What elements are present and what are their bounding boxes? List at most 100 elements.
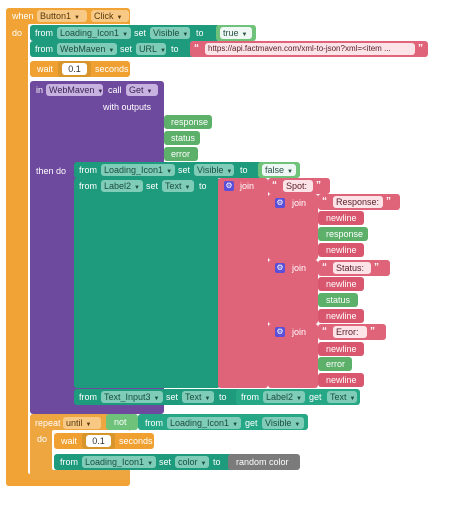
- component-dropdown[interactable]: Loading_Icon1 ▼: [167, 417, 241, 429]
- quote-open-icon: “: [322, 262, 327, 273]
- text-value: Spot:: [286, 181, 308, 191]
- text-value: Error:: [336, 327, 359, 337]
- seconds-label: seconds: [119, 436, 153, 446]
- from-label: from: [35, 28, 53, 38]
- text-field[interactable]: Status:: [333, 262, 371, 274]
- component-name: Text_Input3: [104, 392, 151, 402]
- output-status[interactable]: status: [164, 131, 200, 145]
- boolean-dropdown[interactable]: true ▼: [220, 27, 252, 39]
- url-value: https://api.factmaven.com/xml-to-json?xm…: [208, 44, 391, 53]
- get-response-block[interactable]: response: [318, 227, 368, 241]
- component-dropdown[interactable]: WebMaven ▼: [57, 43, 117, 55]
- url-text-field[interactable]: https://api.factmaven.com/xml-to-json?xm…: [205, 43, 415, 55]
- property-dropdown[interactable]: Visible ▼: [262, 417, 304, 429]
- event-name: Click: [94, 11, 114, 21]
- event-dropdown-click[interactable]: Click ▼: [91, 10, 129, 22]
- quote-open-icon: “: [322, 196, 327, 207]
- join-block-outer[interactable]: [218, 178, 268, 388]
- set-label: set: [166, 392, 179, 402]
- component-dropdown[interactable]: Label2 ▼: [263, 391, 305, 403]
- text-field[interactable]: Spot:: [283, 180, 313, 192]
- property-dropdown[interactable]: Visible ▼: [194, 164, 234, 176]
- component-dropdown[interactable]: Loading_Icon1 ▼: [101, 164, 175, 176]
- newline-block[interactable]: newline: [318, 211, 364, 225]
- component-dropdown-button1[interactable]: Button1 ▼: [37, 10, 87, 22]
- newline-label: newline: [326, 375, 357, 385]
- to-label: to: [196, 28, 204, 38]
- number-field[interactable]: 0.1: [86, 435, 111, 447]
- property-dropdown[interactable]: Text ▼: [327, 391, 357, 403]
- chevron-down-icon: ▼: [166, 169, 173, 175]
- quote-close-icon: ”: [374, 262, 379, 273]
- gear-icon[interactable]: ⚙: [275, 327, 285, 337]
- component-dropdown[interactable]: Text_Input3 ▼: [101, 391, 163, 403]
- property-dropdown[interactable]: Visible ▼: [150, 27, 190, 39]
- number-field[interactable]: 0.1: [62, 63, 87, 75]
- not-block[interactable]: not: [106, 414, 138, 430]
- chevron-down-icon: ▼: [146, 89, 153, 95]
- set-label: set: [178, 165, 191, 175]
- chevron-down-icon: ▼: [204, 396, 211, 402]
- newline-label: newline: [326, 245, 357, 255]
- boolean-value: false: [265, 165, 285, 175]
- boolean-dropdown[interactable]: false ▼: [262, 164, 296, 176]
- gear-icon[interactable]: ⚙: [224, 181, 234, 191]
- get-label: get: [309, 392, 322, 402]
- newline-label: newline: [326, 213, 357, 223]
- property-name: Visible: [197, 165, 224, 175]
- join-label: join: [292, 263, 307, 273]
- chevron-down-icon: ▼: [184, 185, 191, 191]
- from-label: from: [79, 392, 97, 402]
- from-label: from: [241, 392, 259, 402]
- newline-label: newline: [326, 344, 357, 354]
- do-label: do: [37, 434, 48, 444]
- text-field[interactable]: Error:: [333, 326, 367, 338]
- text-field[interactable]: Response:: [333, 196, 383, 208]
- repeat-mode-dropdown[interactable]: until ▼: [63, 417, 101, 429]
- property-dropdown[interactable]: URL ▼: [136, 43, 166, 55]
- output-error[interactable]: error: [164, 147, 198, 161]
- set-label2-text-block[interactable]: [74, 178, 220, 388]
- chevron-down-icon: ▼: [160, 48, 166, 54]
- property-name: Text: [165, 181, 182, 191]
- property-name: Visible: [153, 28, 180, 38]
- get-status-block[interactable]: status: [318, 293, 358, 307]
- newline-label: newline: [326, 311, 357, 321]
- set-label: set: [134, 28, 147, 38]
- repeat-label: repeat: [35, 418, 61, 428]
- chevron-down-icon: ▼: [108, 48, 115, 54]
- newline-block[interactable]: newline: [318, 277, 364, 291]
- property-name: Text: [185, 392, 202, 402]
- chevron-down-icon: ▼: [241, 32, 248, 38]
- newline-block[interactable]: newline: [318, 243, 364, 257]
- from-label: from: [60, 457, 78, 467]
- chevron-down-icon: ▼: [85, 422, 92, 428]
- gear-icon[interactable]: ⚙: [275, 198, 285, 208]
- method-dropdown[interactable]: Get ▼: [126, 84, 158, 96]
- to-label: to: [199, 181, 207, 191]
- quote-close-icon: ”: [418, 43, 423, 54]
- get-error-block[interactable]: error: [318, 357, 352, 371]
- newline-block[interactable]: newline: [318, 373, 364, 387]
- property-name: color: [178, 457, 198, 467]
- component-dropdown[interactable]: WebMaven ▼: [46, 84, 103, 96]
- output-label: error: [171, 149, 191, 159]
- output-label: status: [171, 133, 196, 143]
- from-label: from: [79, 165, 97, 175]
- newline-block[interactable]: newline: [318, 309, 364, 323]
- to-label: to: [219, 392, 227, 402]
- variable-label: error: [326, 359, 346, 369]
- component-dropdown[interactable]: Label2 ▼: [101, 180, 143, 192]
- component-dropdown[interactable]: Loading_Icon1 ▼: [57, 27, 131, 39]
- property-dropdown[interactable]: Text ▼: [162, 180, 194, 192]
- property-dropdown[interactable]: color ▼: [175, 456, 209, 468]
- gear-icon[interactable]: ⚙: [275, 263, 285, 273]
- property-dropdown[interactable]: Text ▼: [182, 391, 214, 403]
- component-name: Label2: [266, 392, 294, 402]
- component-dropdown[interactable]: Loading_Icon1 ▼: [82, 456, 156, 468]
- quote-close-icon: ”: [316, 180, 321, 191]
- newline-block[interactable]: newline: [318, 342, 364, 356]
- random-color-block[interactable]: random color: [228, 454, 300, 470]
- output-response[interactable]: response: [164, 115, 212, 129]
